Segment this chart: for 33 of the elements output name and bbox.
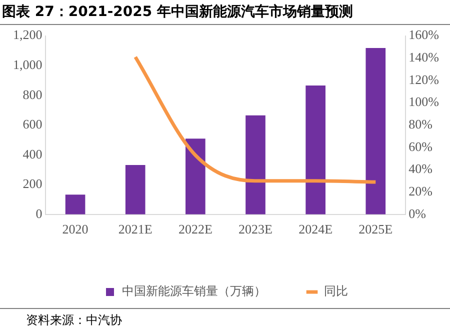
y-tick-label: 200 [22, 176, 42, 192]
x-tick-label: 2020 [62, 222, 88, 237]
legend-label: 中国新能源车销量（万辆） [122, 284, 266, 298]
bar [125, 164, 146, 214]
y2-tick-label: 0% [408, 206, 426, 221]
x-tick-label: 2024E [298, 222, 333, 237]
bar [306, 86, 326, 214]
y-tick-label: 400 [22, 146, 42, 162]
y2-tick-label: 60% [408, 138, 433, 154]
x-tick-label: 2023E [238, 222, 273, 237]
y2-tick-label: 20% [408, 183, 433, 198]
bar [65, 194, 86, 214]
y-tick-label: 1,200 [13, 27, 42, 42]
bar [246, 115, 266, 214]
y-tick-label: 0 [36, 206, 42, 221]
y2-tick-label: 140% [408, 50, 440, 65]
y2-tick-label: 160% [408, 27, 440, 42]
y-tick-label: 800 [22, 86, 42, 102]
bar [186, 138, 206, 214]
x-tick-label: 2025E [358, 222, 393, 237]
y-tick-label: 600 [22, 116, 42, 132]
y-tick-label: 1,000 [13, 56, 42, 72]
y2-tick-label: 40% [408, 161, 433, 176]
x-tick-label: 2022E [178, 222, 212, 237]
legend-label: 同比 [324, 284, 348, 298]
text: 资料来源：中汽协 [26, 313, 122, 327]
chart-title: 图表 27：2021-2025 年中国新能源汽车市场销量预测 [0, 0, 450, 25]
y2-tick-label: 100% [408, 94, 440, 110]
line-series [134, 55, 378, 184]
y2-tick-label: 80% [408, 116, 433, 132]
bar [366, 48, 386, 214]
x-tick-label: 2021E [118, 222, 152, 237]
y2-tick-label: 120% [408, 72, 440, 87]
